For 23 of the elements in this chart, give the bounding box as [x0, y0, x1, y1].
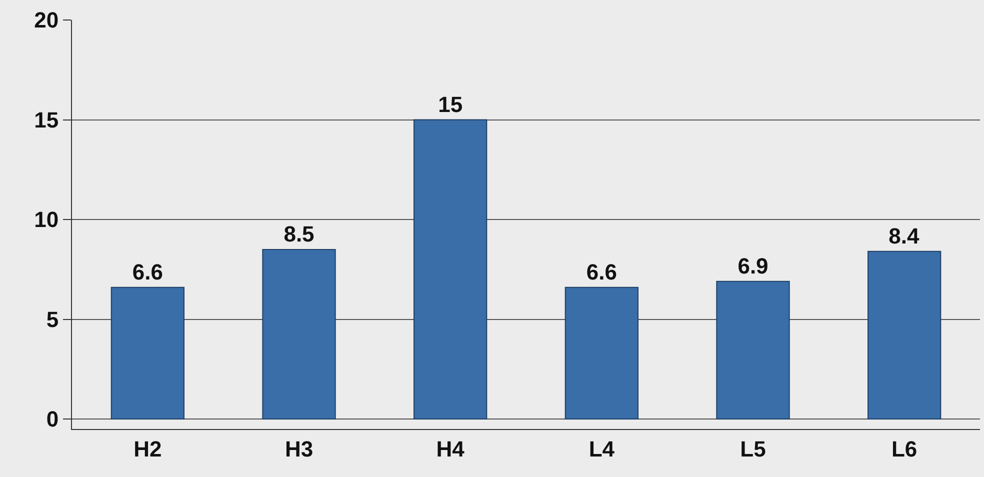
x-tick-label: H3 [284, 436, 314, 462]
bar [414, 119, 488, 420]
x-tick-label: L6 [891, 436, 918, 462]
x-tick-label: L5 [740, 436, 766, 462]
x-tick-label: L4 [588, 436, 616, 462]
data-label: 6.6 [586, 259, 617, 284]
bar [110, 286, 184, 420]
y-tick-label: 20 [34, 8, 59, 33]
y-tick-label: 0 [46, 406, 59, 432]
data-label: 6.6 [132, 259, 163, 284]
data-label: 6.9 [738, 253, 768, 278]
y-tick-label: 5 [46, 306, 59, 332]
data-label: 8.4 [888, 223, 920, 248]
bar [262, 248, 336, 420]
y-tick-label: 10 [34, 207, 59, 232]
bar [716, 280, 790, 420]
x-tick-label: H2 [134, 436, 162, 462]
data-label: 8.5 [284, 221, 314, 246]
data-label: 15 [438, 92, 463, 117]
y-tick-label: 15 [34, 107, 59, 132]
bar [868, 250, 942, 420]
bar [564, 286, 638, 420]
x-tick-label: H4 [436, 436, 466, 462]
